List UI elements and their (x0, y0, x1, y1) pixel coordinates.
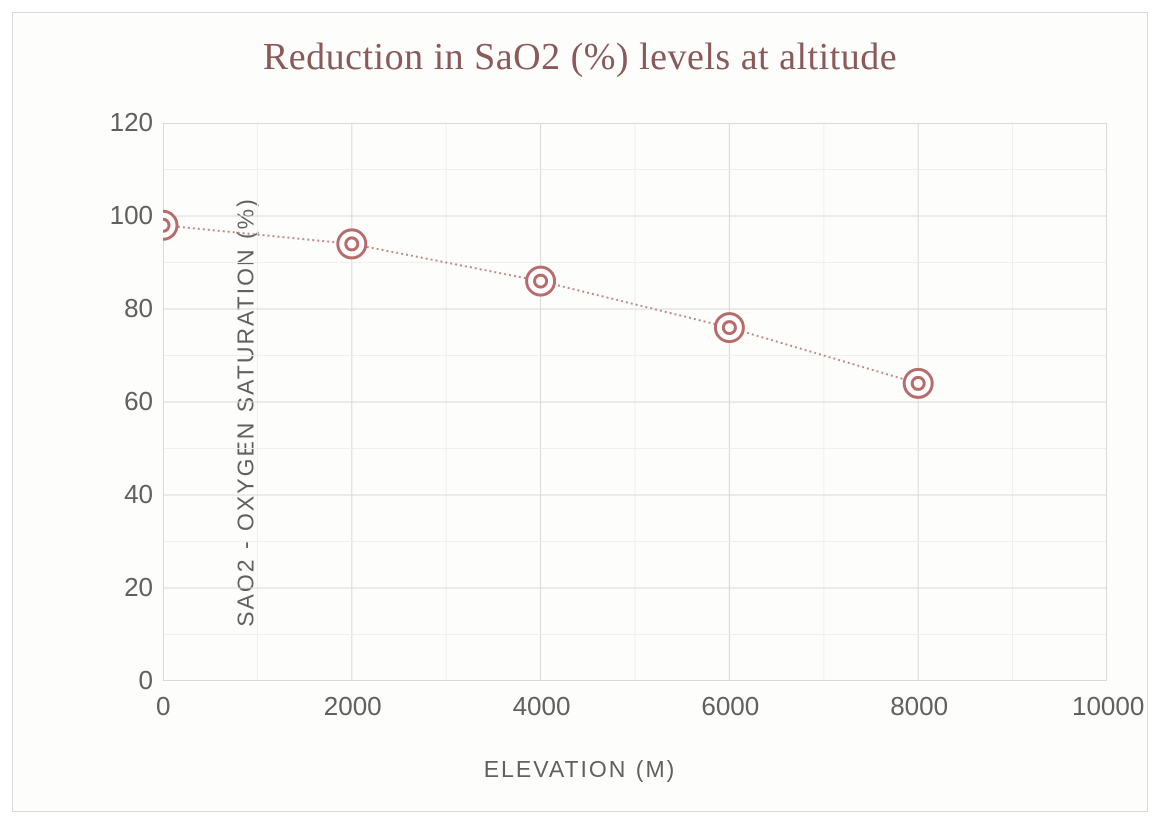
plot-area (163, 123, 1107, 681)
x-tick-label: 2000 (324, 691, 382, 722)
y-tick-label: 80 (124, 293, 153, 324)
x-tick-label: 10000 (1072, 691, 1144, 722)
y-tick-label: 100 (110, 200, 153, 231)
y-tick-label: 40 (124, 479, 153, 510)
chart-title: Reduction in SaO2 (%) levels at altitude (13, 35, 1147, 79)
x-tick-label: 0 (156, 691, 170, 722)
x-axis-label: ELEVATION (M) (13, 756, 1147, 783)
plot-svg (163, 123, 1107, 681)
x-tick-label: 6000 (701, 691, 759, 722)
y-tick-label: 20 (124, 572, 153, 603)
x-tick-label: 4000 (513, 691, 571, 722)
x-tick-label: 8000 (890, 691, 948, 722)
chart-container: Reduction in SaO2 (%) levels at altitude… (0, 0, 1160, 824)
y-tick-label: 120 (110, 107, 153, 138)
chart-frame: Reduction in SaO2 (%) levels at altitude… (12, 12, 1148, 812)
y-tick-label: 0 (139, 665, 153, 696)
y-tick-label: 60 (124, 386, 153, 417)
